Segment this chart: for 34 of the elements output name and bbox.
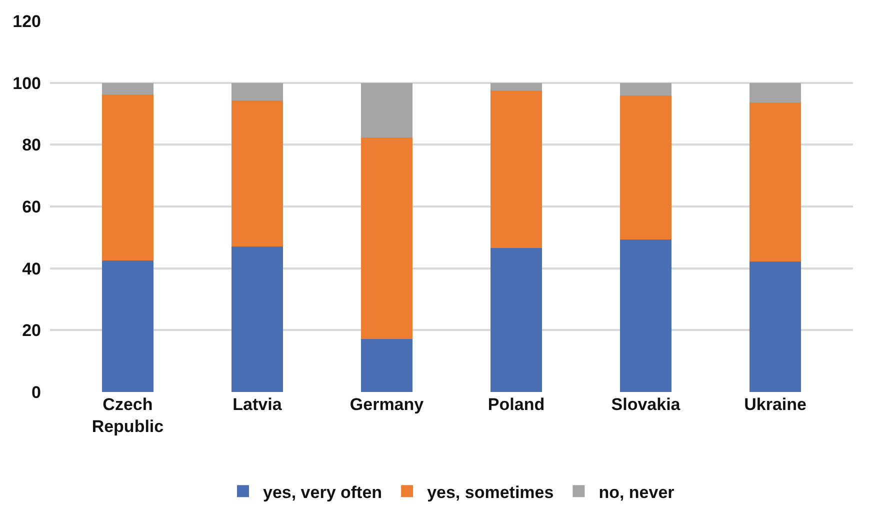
bar [231, 82, 284, 100]
bar [102, 94, 154, 261]
bar [102, 260, 154, 392]
x-tick-label: Slovakia [611, 395, 681, 414]
bar [490, 82, 542, 91]
y-tick-label: 60 [22, 197, 41, 216]
y-tick-label: 120 [12, 12, 41, 31]
y-tick-label: 80 [22, 136, 41, 155]
legend-label: no, never [598, 482, 675, 502]
x-tick-label: Latvia [232, 395, 282, 414]
bar [360, 82, 413, 138]
x-tick-label: Czech Republic [92, 395, 164, 436]
x-tick-label: Germany [350, 395, 424, 414]
bar [360, 137, 413, 340]
y-tick-label: 0 [32, 382, 41, 402]
bar [231, 246, 284, 392]
y-tick-label: 100 [12, 74, 41, 93]
y-tick-label: 20 [22, 321, 41, 340]
bar [749, 102, 802, 262]
bar [620, 82, 672, 96]
x-tick-label: Ukraine [744, 395, 806, 414]
bar [749, 262, 802, 392]
bar [490, 248, 542, 392]
bar [231, 100, 284, 247]
y-tick-label: 40 [22, 259, 41, 278]
bar [620, 96, 672, 240]
x-tick-label: Poland [488, 395, 545, 414]
bar [360, 339, 413, 392]
bar [749, 82, 802, 103]
bar [102, 82, 154, 94]
legend-label: yes, sometimes [427, 482, 554, 502]
bar [620, 240, 672, 392]
bar [490, 90, 542, 248]
legend-label: yes, very often [263, 482, 382, 502]
